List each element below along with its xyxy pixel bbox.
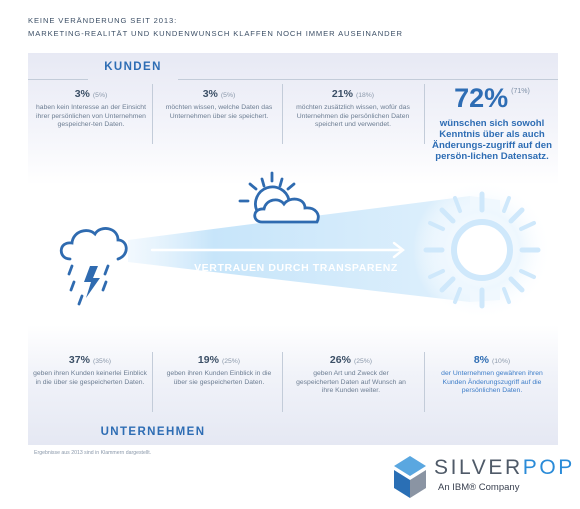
stat-previous: (25%) xyxy=(353,358,373,365)
lightning-icon xyxy=(84,266,100,298)
stat-description: der Unternehmen gewähren ihren Kunden Än… xyxy=(441,370,543,395)
banner-text: VERTRAUEN DURCH TRANSPARENZ xyxy=(194,262,398,274)
unternehmen-band xyxy=(28,325,558,445)
silverpop-logo: SILVERPOP An IBM® Company xyxy=(390,454,572,500)
silverpop-logo-mark xyxy=(394,456,426,498)
kunden-stat-2: 3% (5%) möchten wissen, welche Daten das … xyxy=(159,88,279,121)
unternehmen-stat-4: 8% (10%) der Unternehmen gewähren ihren K… xyxy=(432,354,552,396)
unternehmen-stat-1: 37% (35%) geben ihren Kunden keinerlei Ei… xyxy=(30,354,150,387)
stat-description: wünschen sich sowohl Kenntnis über als a… xyxy=(432,118,552,162)
column-separator xyxy=(282,352,283,412)
arrow-icon xyxy=(150,241,405,259)
logo-part-2: POP xyxy=(522,456,575,479)
column-separator xyxy=(152,352,153,412)
logo-tagline: An IBM® Company xyxy=(438,482,520,493)
stat-percent: 3% xyxy=(202,88,218,100)
unternehmen-stat-3: 26% (25%) geben Art und Zweck der gespeic… xyxy=(291,354,411,396)
stat-previous: (5%) xyxy=(220,92,236,99)
logo-wordmark: SILVERPOP xyxy=(434,456,575,480)
unternehmen-stat-2: 19% (25%) geben ihren Kunden Einblick in … xyxy=(159,354,279,387)
stat-description: geben ihren Kunden keinerlei Einblick in… xyxy=(33,370,147,386)
page-header: Keine Veränderung seit 2013: Marketing-R… xyxy=(28,14,558,40)
stat-percent: 26% xyxy=(329,354,351,366)
stat-description: möchten zusätzlich wissen, wofür das Unt… xyxy=(296,104,410,129)
stat-previous: (5%) xyxy=(92,92,108,99)
stat-percent: 8% xyxy=(473,354,490,366)
stat-percent: 72% xyxy=(454,83,509,113)
unternehmen-title: UNTERNEHMEN xyxy=(100,426,206,438)
logo-part-1: SILVER xyxy=(434,456,523,479)
stat-description: haben kein Interesse an der Einsicht ihr… xyxy=(36,104,146,129)
stat-description: geben Art und Zweck der gespeicherten Da… xyxy=(296,370,406,395)
header-line-2: Marketing-Realität und Kundenwunsch klaf… xyxy=(28,29,403,38)
stat-previous: (18%) xyxy=(355,92,375,99)
divider-line xyxy=(28,79,88,80)
kunden-title: KUNDEN xyxy=(104,61,162,73)
stat-previous: (35%) xyxy=(92,358,112,365)
header-line-1: Keine Veränderung seit 2013: xyxy=(28,16,178,25)
stat-percent: 21% xyxy=(331,88,353,100)
kunden-band xyxy=(28,53,558,185)
stat-previous: (71%) xyxy=(511,88,530,95)
stat-percent: 3% xyxy=(74,88,90,100)
storm-cloud-icon xyxy=(59,227,128,306)
stat-description: geben ihren Kunden Einblick in die über … xyxy=(166,370,272,386)
sun-icon xyxy=(423,191,541,309)
stat-previous: (10%) xyxy=(492,358,511,365)
kunden-stat-1: 3% (5%) haben kein Interesse an der Einsi… xyxy=(31,88,151,130)
column-separator xyxy=(152,84,153,144)
column-separator xyxy=(424,352,425,412)
stat-previous: (25%) xyxy=(221,358,241,365)
sun-cloud-icon xyxy=(238,171,320,224)
stat-percent: 37% xyxy=(68,354,90,366)
stat-percent: 19% xyxy=(197,354,219,366)
footnote: Ergebnisse aus 2013 sind in Klammern dar… xyxy=(34,450,152,456)
divider-line xyxy=(178,79,558,80)
column-separator xyxy=(424,84,425,144)
column-separator xyxy=(282,84,283,144)
kunden-stat-3: 21% (18%) möchten zusätzlich wissen, wofü… xyxy=(293,88,413,130)
stat-description: möchten wissen, welche Daten das Unterne… xyxy=(165,104,273,120)
kunden-stat-highlight: 72% (71%) wünschen sich sowohl Kenntnis ü… xyxy=(432,84,552,162)
